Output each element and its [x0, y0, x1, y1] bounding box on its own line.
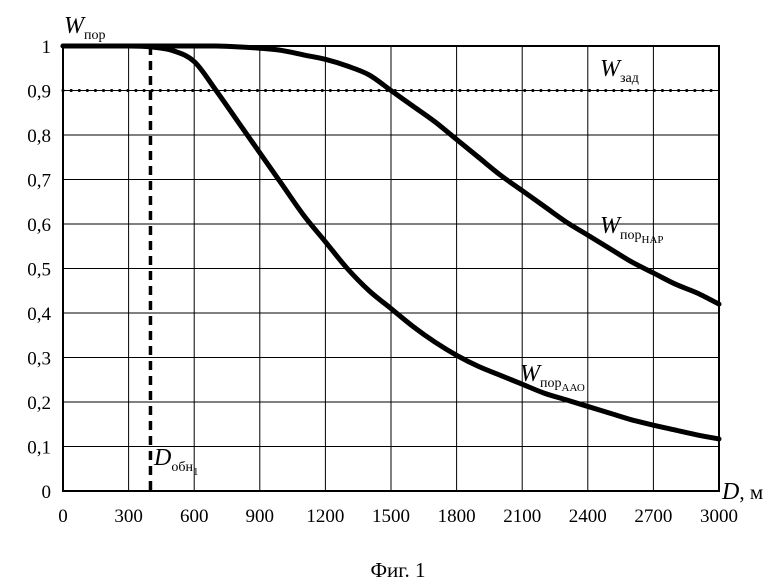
threshold-label: Wзад — [600, 56, 639, 86]
y-axis-label: Wпор — [64, 13, 106, 43]
y-tick-label: 0,8 — [27, 126, 51, 147]
figure-caption: Фиг. 1 — [370, 558, 425, 582]
x-tick-labels: 0 300 600 900 1200 1500 1800 2100 2400 2700 3000 — [58, 506, 738, 527]
x-tick-label: 900 — [246, 506, 275, 527]
y-tick-label: 0,9 — [27, 82, 51, 103]
x-tick-label: 3000 — [700, 506, 738, 527]
x-tick-label: 1500 — [372, 506, 410, 527]
y-tick-label: 0,5 — [27, 260, 51, 281]
y-tick-label: 0,4 — [27, 304, 51, 325]
series-label-nap: WпорНАР — [600, 213, 664, 246]
y-tick-label: 0,7 — [27, 171, 51, 192]
x-axis-label: D, м — [721, 479, 763, 505]
y-tick-label: 0,6 — [27, 215, 51, 236]
y-tick-label: 0,1 — [27, 438, 51, 459]
x-tick-label: 0 — [58, 506, 68, 527]
y-tick-label: 0 — [42, 482, 52, 503]
x-tick-label: 1800 — [438, 506, 476, 527]
x-tick-label: 1200 — [306, 506, 344, 527]
grid — [63, 46, 719, 491]
x-tick-label: 2100 — [503, 506, 541, 527]
x-tick-label: 600 — [180, 506, 209, 527]
y-tick-label: 1 — [42, 37, 52, 58]
x-tick-label: 300 — [114, 506, 143, 527]
detection-label: Dобн1 — [153, 445, 198, 478]
y-tick-label: 0,2 — [27, 393, 51, 414]
y-tick-label: 0,3 — [27, 349, 51, 370]
y-tick-labels: 0 0,1 0,2 0,3 0,4 0,5 0,6 0,7 0,8 0,9 1 — [27, 37, 51, 503]
chart: 0 0,1 0,2 0,3 0,4 0,5 0,6 0,7 0,8 0,9 1 0 300 600 900… — [0, 0, 780, 588]
x-tick-label: 2700 — [634, 506, 672, 527]
x-tick-label: 2400 — [569, 506, 607, 527]
